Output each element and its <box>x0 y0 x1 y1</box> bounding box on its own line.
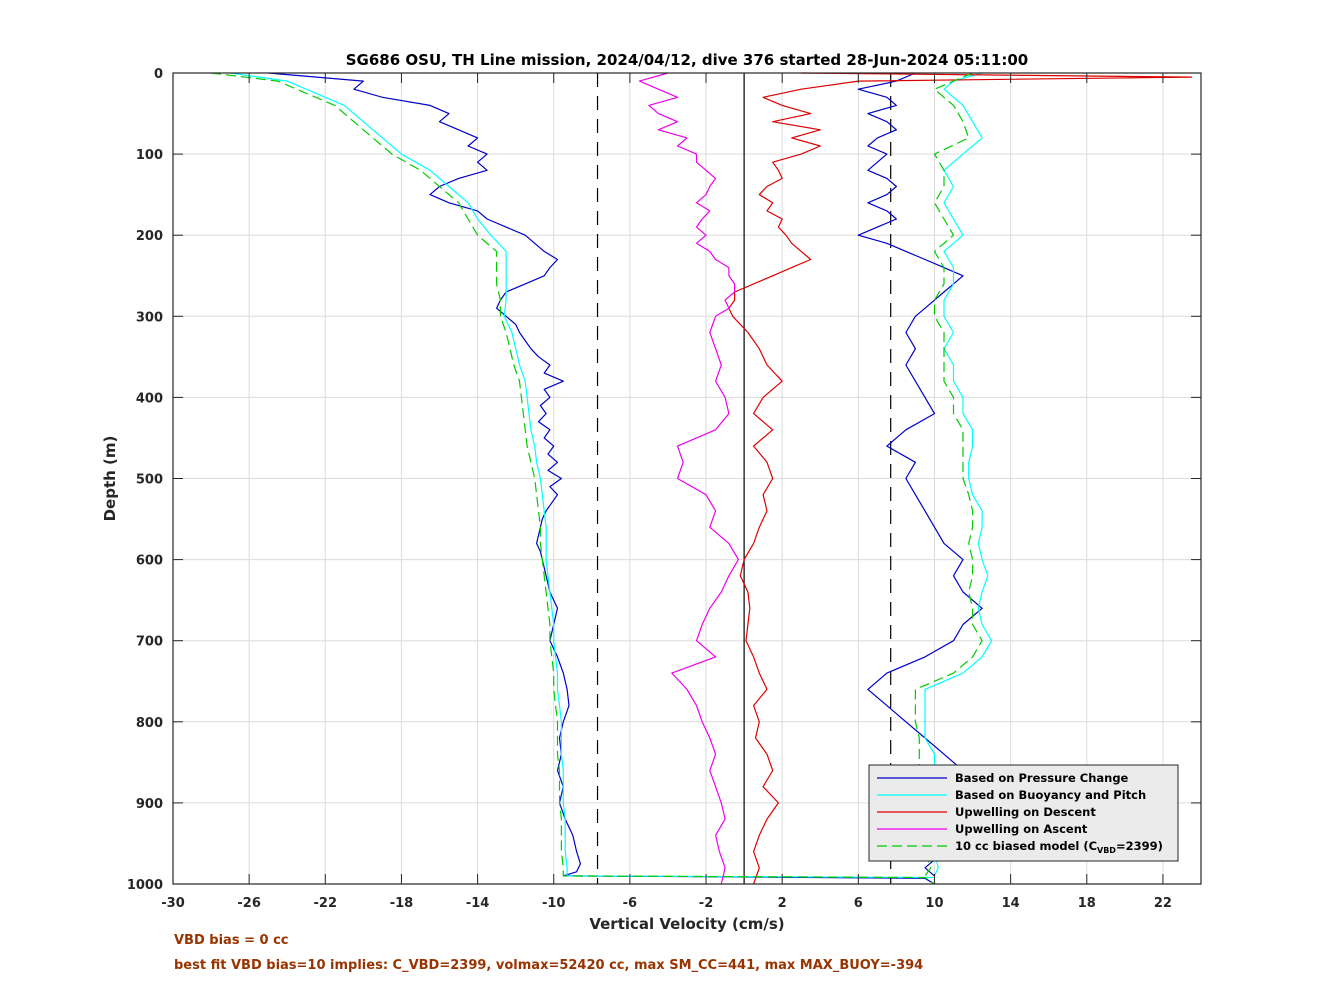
legend-label: Based on Buoyancy and Pitch <box>955 788 1146 802</box>
y-tick-label: 500 <box>136 473 163 488</box>
x-tick-label: 18 <box>1078 896 1096 911</box>
y-tick-label: 300 <box>136 310 163 325</box>
y-tick-label: 800 <box>136 716 163 731</box>
vbd-bias-note: VBD bias = 0 cc <box>174 933 289 948</box>
x-axis-label: Vertical Velocity (cm/s) <box>589 915 784 933</box>
series-10-cc-biased-model-c-vbd-2399-ascent-line <box>914 72 983 877</box>
y-tick-label: 900 <box>136 797 163 812</box>
series-upwelling-on-ascent-line <box>638 72 739 885</box>
y-axis-label: Depth (m) <box>101 436 119 522</box>
y-tick-label: 0 <box>154 67 163 82</box>
x-tick-label: -14 <box>466 896 490 911</box>
chart-title: SG686 OSU, TH Line mission, 2024/04/12, … <box>346 51 1029 69</box>
legend-label: Upwelling on Ascent <box>955 822 1088 836</box>
x-tick-label: -26 <box>237 896 261 911</box>
x-tick-label: -18 <box>390 896 414 911</box>
legend-label: Upwelling on Descent <box>955 805 1096 819</box>
x-tick-label: 2 <box>778 896 787 911</box>
best-fit-note: best fit VBD bias=10 implies: C_VBD=2399… <box>174 958 924 973</box>
y-tick-label: 400 <box>136 391 163 406</box>
series-based-on-buoyancy-and-pitch-line <box>230 72 936 884</box>
x-tick-label: -10 <box>542 896 566 911</box>
y-tick-label: 700 <box>136 635 163 650</box>
series-10-cc-biased-model-c-vbd-2399-line <box>211 72 935 885</box>
y-tick-label: 200 <box>136 229 163 244</box>
series-based-on-buoyancy-and-pitch-ascent-line <box>924 72 993 877</box>
x-tick-label: -2 <box>699 896 713 911</box>
y-tick-label: 1000 <box>127 878 163 893</box>
x-tick-label: 10 <box>925 896 943 911</box>
x-tick-label: -22 <box>314 896 338 911</box>
series-upwelling-on-descent-line <box>728 72 1193 885</box>
y-tick-label: 600 <box>136 554 163 569</box>
legend-box <box>868 764 1179 862</box>
x-tick-label: -30 <box>161 896 185 911</box>
x-tick-label: 14 <box>1002 896 1020 911</box>
legend-label: 10 cc biased model (CVBD=2399) <box>955 839 1163 855</box>
x-tick-label: 6 <box>854 896 863 911</box>
y-tick-label: 100 <box>136 148 163 163</box>
legend-label: Based on Pressure Change <box>955 771 1129 785</box>
x-tick-label: -6 <box>623 896 637 911</box>
series-based-on-pressure-change-ascent-line <box>857 72 983 877</box>
x-tick-label: 22 <box>1154 896 1172 911</box>
